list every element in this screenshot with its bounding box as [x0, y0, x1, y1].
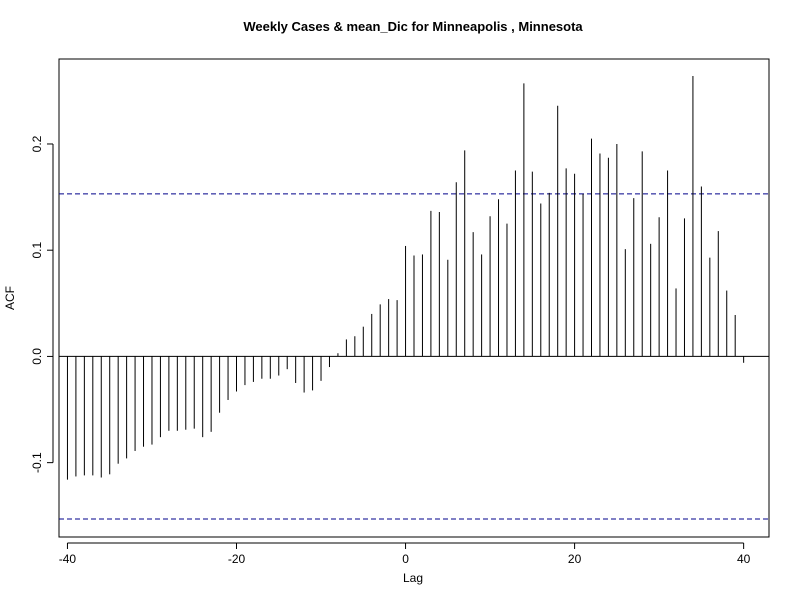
y-tick-label: -0.1 [30, 452, 44, 473]
y-tick-label: 0.1 [30, 242, 44, 259]
x-axis: -40 -20 0 20 40 [59, 542, 751, 566]
plot-frame [58, 58, 770, 538]
x-tick-label: 40 [737, 552, 751, 566]
y-tick-label: 0.2 [30, 135, 44, 152]
x-tick-label: -20 [228, 552, 246, 566]
x-tick-label: 20 [568, 552, 582, 566]
chart-title: Weekly Cases & mean_Dic for Minneapolis … [243, 19, 583, 34]
confidence-bounds [59, 193, 769, 520]
acf-bars [66, 75, 745, 480]
y-axis-label: ACF [3, 286, 17, 310]
y-tick-label: 0.0 [30, 348, 44, 365]
x-axis-label: Lag [403, 571, 423, 585]
x-tick-label: 0 [402, 552, 409, 566]
x-tick-label: -40 [59, 552, 77, 566]
y-axis: -0.1 0.0 0.1 0.2 [30, 135, 54, 473]
